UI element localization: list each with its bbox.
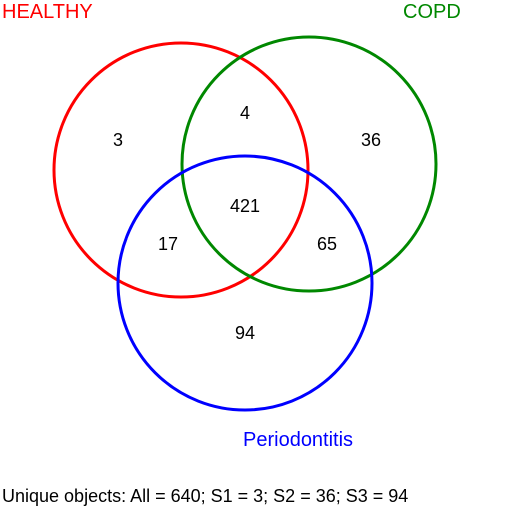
periodontitis-circle (116, 154, 374, 412)
copd-label: COPD (403, 1, 461, 23)
count-periodontitis-only: 94 (235, 323, 255, 343)
count-copd-periodontitis: 65 (317, 234, 337, 254)
count-all-three: 421 (230, 196, 260, 216)
venn-diagram: HEALTHY COPD Periodontitis 3 4 36 421 17… (2, 1, 461, 451)
healthy-label: HEALTHY (2, 1, 93, 23)
count-healthy-copd: 4 (240, 103, 250, 123)
healthy-circle (52, 41, 310, 299)
unique-objects-summary: Unique objects: All = 640; S1 = 3; S2 = … (2, 486, 409, 506)
copd-circle (180, 35, 438, 293)
periodontitis-label: Periodontitis (243, 429, 353, 451)
count-healthy-only: 3 (113, 130, 123, 150)
count-copd-only: 36 (361, 130, 381, 150)
count-healthy-periodontitis: 17 (158, 234, 178, 254)
